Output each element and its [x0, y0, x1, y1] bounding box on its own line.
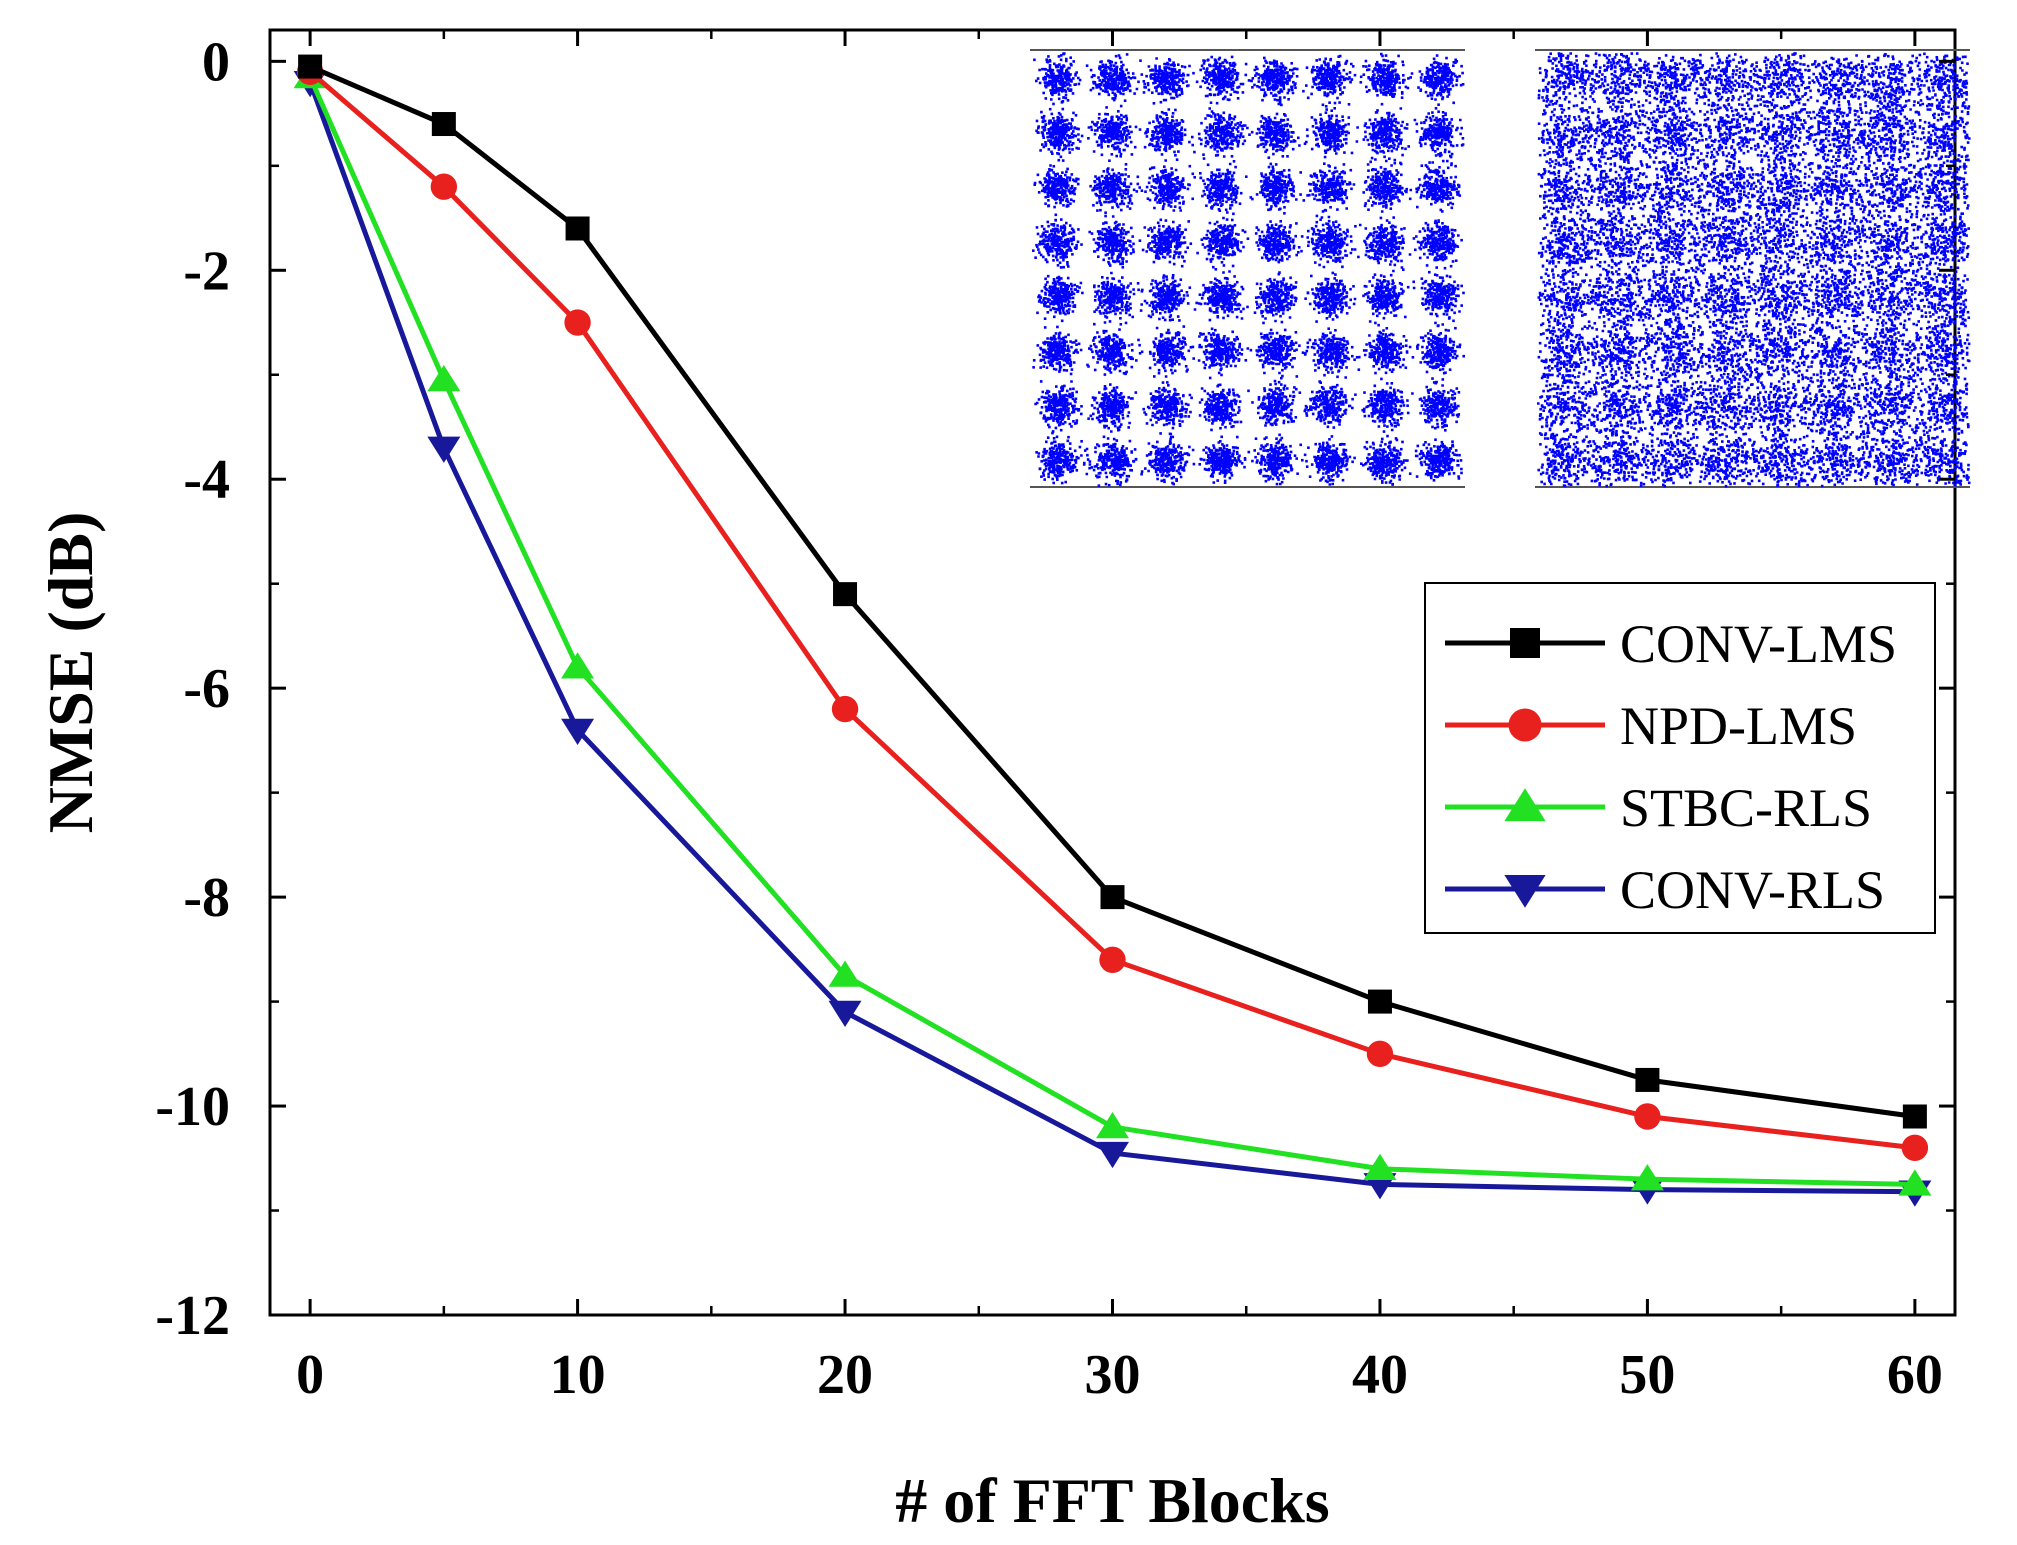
constellation-inset-1 [1030, 49, 1465, 488]
data-point-stbc-rls [1630, 1164, 1664, 1191]
series-layer [293, 54, 1932, 1207]
series-line-conv-rls [307, 81, 1915, 1195]
legend: CONV-LMS NPD-LMS STBC-RLS CONV-RLS [1424, 582, 1936, 934]
series-stbc-rls [293, 62, 1932, 1196]
data-point-conv-lms [298, 54, 323, 79]
x-tick-label: 30 [1085, 1344, 1141, 1406]
x-axis-title: # of FFT Blocks [895, 1465, 1329, 1536]
y-axis-title: NMSE (dB) [35, 512, 106, 834]
data-point-npd-lms [1366, 1040, 1394, 1068]
data-point-conv-lms [1902, 1104, 1927, 1129]
constellation-points [1537, 52, 1971, 488]
legend-swatch-marker [1508, 708, 1542, 742]
data-point-stbc-rls [561, 652, 595, 679]
legend-item-stbc-rls: STBC-RLS [1445, 778, 1872, 838]
data-point-stbc-rls [1096, 1111, 1129, 1139]
data-point-conv-rls [561, 718, 595, 745]
series-line-stbc-rls [307, 76, 1915, 1187]
legend-item-npd-lms: NPD-LMS [1445, 696, 1857, 756]
series-line-npd-lms [308, 69, 1916, 1151]
x-tick-label: 50 [1619, 1344, 1675, 1406]
series-conv-lms [298, 54, 1927, 1129]
legend-item-conv-rls: CONV-RLS [1445, 860, 1885, 920]
data-point-conv-lms [1367, 989, 1392, 1014]
legend-label: CONV-LMS [1620, 614, 1897, 674]
y-tick-label: -4 [183, 449, 230, 511]
data-point-conv-lms [1635, 1067, 1660, 1092]
tick-labels: 0 10 20 30 40 50 60 0 -2 -4 -6 -8 -10 -12 [155, 31, 1943, 1406]
legend-item-conv-lms: CONV-LMS [1445, 614, 1897, 674]
y-tick-label: -2 [183, 240, 230, 302]
y-tick-label: -10 [155, 1076, 230, 1138]
data-point-conv-rls [427, 436, 461, 463]
data-point-stbc-rls [828, 960, 862, 987]
x-tick-label: 40 [1352, 1344, 1408, 1406]
constellation-inset-2 [1535, 49, 1971, 488]
data-point-conv-lms [431, 112, 456, 137]
y-tick-label: -8 [183, 867, 230, 929]
data-point-stbc-rls [427, 364, 461, 392]
y-tick-label: 0 [202, 31, 230, 93]
data-point-conv-lms [1100, 885, 1125, 910]
axis-ticks [270, 30, 1955, 1317]
data-point-conv-rls [1096, 1141, 1129, 1169]
legend-swatch-marker [1504, 874, 1546, 908]
data-point-conv-lms [565, 216, 590, 241]
y-tick-label: -12 [155, 1285, 230, 1347]
legend-swatch-marker [1510, 628, 1540, 658]
x-tick-label: 20 [817, 1344, 873, 1406]
x-tick-label: 10 [550, 1344, 606, 1406]
data-point-npd-lms [1901, 1134, 1929, 1162]
data-point-npd-lms [1099, 946, 1126, 973]
data-point-stbc-rls [1898, 1169, 1932, 1196]
data-point-stbc-rls [1363, 1153, 1397, 1180]
constellation-points [1032, 52, 1465, 487]
y-tick-label: -6 [183, 658, 230, 720]
legend-label: NPD-LMS [1620, 696, 1857, 756]
legend-swatch-marker [1504, 788, 1546, 822]
data-point-conv-rls [828, 1000, 862, 1028]
legend-label: STBC-RLS [1620, 778, 1872, 838]
data-point-npd-lms [430, 173, 458, 200]
data-point-npd-lms [831, 695, 859, 723]
constellation-insets [1030, 49, 1971, 488]
legend-label: CONV-RLS [1620, 860, 1885, 920]
series-line-conv-lms [309, 64, 1916, 1119]
data-point-conv-lms [833, 582, 858, 607]
data-point-npd-lms [1634, 1103, 1661, 1130]
x-tick-label: 60 [1887, 1344, 1943, 1406]
data-point-npd-lms [564, 309, 591, 336]
x-tick-label: 0 [296, 1344, 324, 1406]
